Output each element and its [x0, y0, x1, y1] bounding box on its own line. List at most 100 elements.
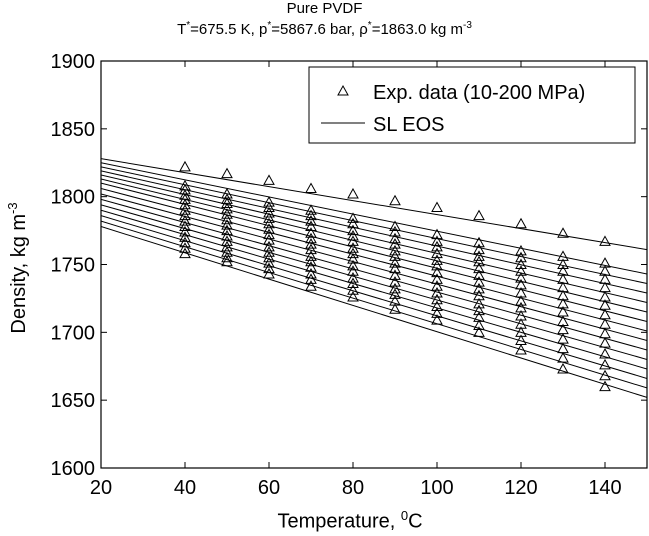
exp-data-point: [263, 240, 275, 252]
sl-eos-line: [101, 158, 647, 251]
exp-data-point: [557, 227, 569, 238]
exp-data-point: [221, 224, 233, 236]
exp-data-point: [389, 288, 401, 299]
exp-data-point: [389, 194, 401, 206]
sl-eos-line: [101, 174, 647, 303]
exp-data-point: [305, 209, 317, 221]
legend: Exp. data (10-200 MPa) SL EOS: [308, 66, 636, 144]
x-tick-label: 60: [258, 477, 280, 499]
exp-data-point: [599, 327, 611, 339]
exp-data-point: [515, 318, 527, 329]
exp-data-point: [179, 160, 191, 172]
exp-data-point: [179, 231, 191, 242]
exp-data-point: [515, 326, 527, 337]
exp-data-point: [557, 289, 569, 301]
exp-data-point: [431, 314, 443, 325]
exp-data-point: [179, 236, 191, 248]
exp-data-point: [557, 281, 569, 293]
exp-data-point: [599, 265, 611, 276]
exp-data-point: [179, 189, 191, 200]
exp-data-point: [389, 282, 401, 294]
exp-data-point: [305, 215, 317, 226]
exp-data-point: [389, 276, 401, 287]
y-tick-label: 1900: [51, 51, 96, 73]
exp-data-point: [515, 295, 527, 306]
exp-data-point: [515, 310, 527, 321]
legend-triangle-marker: [337, 84, 349, 96]
subtitle-p-symbol: p: [258, 21, 268, 38]
exp-data-point: [557, 297, 569, 309]
exp-data-point: [347, 272, 359, 283]
exp-data-point: [305, 204, 317, 215]
model-lines: [101, 158, 647, 398]
exp-data-point: [473, 297, 485, 309]
x-axis-label: Temperature, 0C: [200, 508, 500, 534]
subtitle-t-value: =675.5 K,: [190, 21, 259, 38]
sl-eos-line: [101, 166, 647, 284]
exp-data-point: [515, 217, 527, 229]
exp-data-point: [389, 269, 401, 280]
sl-eos-line: [101, 170, 647, 294]
chart-title: Pure PVDF: [286, 0, 363, 17]
exp-data-point: [179, 209, 191, 221]
exp-data-point: [473, 289, 485, 301]
exp-data-point: [179, 247, 191, 259]
exp-data-point: [599, 369, 611, 381]
exp-data-point: [347, 247, 359, 259]
exp-data-point: [305, 273, 317, 284]
exp-data-point: [557, 315, 569, 326]
exp-data-point: [221, 202, 233, 214]
exp-data-point: [347, 229, 359, 241]
exp-data-point: [263, 267, 275, 279]
exp-data-point: [221, 235, 233, 246]
exp-data-point: [431, 201, 443, 213]
exp-data-point: [221, 219, 233, 230]
sl-eos-line: [101, 178, 647, 313]
exp-data-point: [389, 232, 401, 244]
exp-data-point: [599, 348, 611, 359]
exp-data-point: [389, 220, 401, 232]
exp-data-point: [389, 244, 401, 256]
subtitle-rho-value: =1863.0 kg m: [371, 21, 463, 38]
exp-data-point: [347, 259, 359, 271]
exp-data-point: [473, 269, 485, 280]
exp-data-point: [221, 246, 233, 257]
exp-data-point: [347, 235, 359, 246]
exp-data-point: [515, 301, 527, 313]
exp-data-point: [431, 228, 443, 240]
exp-data-point: [473, 255, 485, 267]
exp-data-point: [431, 286, 443, 298]
sl-eos-line: [101, 193, 647, 341]
sl-eos-line: [101, 204, 647, 360]
exp-data-point: [179, 198, 191, 210]
y-axis-label: Density, kg m-3: [5, 202, 31, 333]
exp-data-point: [263, 217, 275, 229]
exp-data-point: [473, 311, 485, 322]
x-tick-label: 140: [588, 477, 621, 499]
exp-data-point: [599, 257, 611, 268]
sl-eos-line: [101, 182, 647, 322]
exp-data-point: [473, 236, 485, 248]
exp-data-point: [179, 215, 191, 226]
x-axis-label-sup: 0: [400, 508, 409, 523]
exp-data-point: [515, 244, 527, 256]
sl-eos-line: [101, 220, 647, 389]
x-axis-label-text: Temperature,: [277, 510, 401, 533]
y-tick-label: 1700: [51, 322, 96, 344]
exp-data-point: [221, 229, 233, 241]
exp-data-point: [347, 253, 359, 264]
subtitle-rho-star: *: [367, 20, 372, 31]
exp-data-point: [179, 204, 191, 215]
exp-data-point: [347, 224, 359, 236]
legend-box: [308, 66, 636, 144]
exp-data-point: [557, 342, 569, 354]
exp-data-point: [599, 281, 611, 293]
exp-data-point: [221, 208, 233, 219]
exp-data-point: [473, 326, 485, 337]
exp-data-point: [179, 242, 191, 253]
sl-eos-line: [101, 198, 647, 351]
exp-data-point: [557, 258, 569, 269]
exp-data-point: [473, 209, 485, 221]
exp-data-point: [557, 323, 569, 335]
exp-data-point: [221, 213, 233, 225]
